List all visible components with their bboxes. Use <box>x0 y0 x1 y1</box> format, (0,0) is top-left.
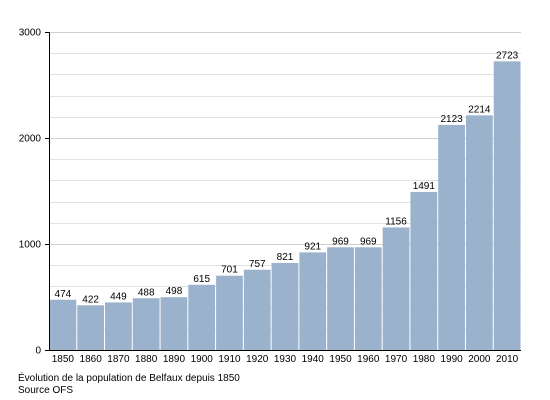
bar <box>438 124 465 351</box>
bar <box>77 305 105 350</box>
data-label: 921 <box>304 241 321 252</box>
bar <box>465 115 493 350</box>
x-tick-label: 2000 <box>468 354 491 365</box>
x-tick-label: 1890 <box>163 354 186 365</box>
data-label: 2723 <box>496 50 519 61</box>
data-label: 488 <box>138 287 155 298</box>
bar <box>271 262 299 350</box>
bar <box>132 298 160 350</box>
data-label: 474 <box>55 289 72 300</box>
bar <box>216 275 243 350</box>
bar <box>299 252 327 350</box>
x-tick-label: 1970 <box>385 354 408 365</box>
data-label: 498 <box>166 286 183 297</box>
data-label: 449 <box>110 291 127 302</box>
data-label: 701 <box>221 265 238 276</box>
bar <box>410 191 438 350</box>
x-tick-label: 2010 <box>496 354 519 365</box>
x-tick-label: 1910 <box>218 354 241 365</box>
x-tick-label: 1930 <box>274 354 297 365</box>
x-tick-label: 1880 <box>135 354 158 365</box>
data-label: 757 <box>249 259 266 270</box>
x-tick-label: 1920 <box>246 354 269 365</box>
bar <box>382 227 410 350</box>
data-label: 1491 <box>413 181 436 192</box>
x-tick-label: 1990 <box>440 354 463 365</box>
bar <box>105 302 132 350</box>
bar <box>160 297 188 350</box>
bar <box>327 247 354 350</box>
data-label: 2123 <box>440 114 463 125</box>
x-tick-label: 1980 <box>413 354 436 365</box>
bar <box>493 61 521 351</box>
y-tick-label: 3000 <box>19 28 42 39</box>
population-bar-chart: 474 422 449 488 498 615 701 757 821 921 969 969 1156… <box>19 28 521 365</box>
y-tick-label: 0 <box>35 346 41 357</box>
chart-caption-source: Source OFS <box>18 385 74 396</box>
data-label: 2214 <box>468 104 491 115</box>
x-tick-label: 1940 <box>302 354 325 365</box>
bar <box>188 284 216 350</box>
data-label: 1156 <box>385 216 407 227</box>
data-label: 969 <box>360 236 377 247</box>
bar <box>243 269 271 350</box>
bar <box>49 299 77 350</box>
x-tick-label: 1860 <box>80 354 103 365</box>
x-tick-label: 1850 <box>52 354 75 365</box>
x-tick-label: 1950 <box>329 354 352 365</box>
y-tick-label: 2000 <box>19 134 42 145</box>
data-label: 615 <box>193 274 210 285</box>
y-tick-label: 1000 <box>19 240 42 251</box>
data-label: 422 <box>82 294 99 305</box>
chart-caption-title: Évolution de la population de Belfaux de… <box>18 373 240 384</box>
data-label: 821 <box>277 252 294 263</box>
x-tick-label: 1900 <box>191 354 214 365</box>
x-tick-label: 1960 <box>357 354 380 365</box>
data-label: 969 <box>332 236 349 247</box>
x-tick-label: 1870 <box>107 354 130 365</box>
bar <box>354 247 382 350</box>
